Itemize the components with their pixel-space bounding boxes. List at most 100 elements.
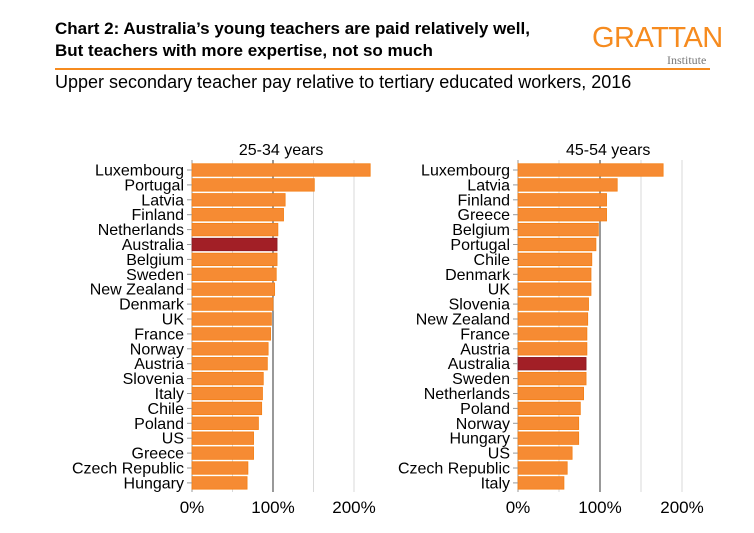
bar-finland: [517, 193, 607, 207]
bar-slovenia: [517, 297, 589, 311]
bar-us: [517, 446, 573, 460]
category-label: Norway: [456, 416, 510, 433]
bar-belgium: [517, 222, 599, 237]
bar-poland: [191, 416, 259, 430]
category-label: Poland: [460, 401, 510, 418]
bar-new-zealand: [517, 312, 589, 326]
category-label: Australia: [122, 237, 184, 254]
bar-austria: [517, 342, 588, 356]
bar-italy: [191, 386, 263, 401]
x-tick-label: 100%: [578, 498, 621, 517]
bar-austria: [191, 357, 268, 371]
x-tick-label: 100%: [251, 498, 294, 517]
category-label: Hungary: [450, 431, 510, 448]
category-label: Chile: [474, 252, 511, 269]
category-label: Sweden: [452, 371, 510, 388]
category-label: Czech Republic: [398, 461, 510, 478]
category-label: New Zealand: [90, 282, 184, 299]
x-tick-label: 200%: [660, 498, 703, 517]
grattan-logo: GRATTAN: [592, 22, 723, 54]
panel-title: 45-54 years: [566, 142, 651, 159]
category-label: New Zealand: [416, 312, 510, 329]
chart-title: Chart 2: Australia’s young teachers are …: [55, 18, 530, 62]
category-label: Denmark: [445, 267, 511, 284]
bar-finland: [191, 208, 284, 222]
grattan-logo-sub: Institute: [667, 53, 707, 67]
category-label: Belgium: [452, 222, 510, 239]
bar-new-zealand: [191, 282, 276, 296]
bar-sweden: [517, 371, 587, 386]
category-label: Australia: [448, 356, 510, 373]
x-tick-label: 0%: [506, 498, 531, 517]
category-label: France: [460, 326, 510, 343]
bar-denmark: [191, 297, 274, 311]
bar-norway: [191, 342, 269, 356]
x-tick-label: 0%: [180, 498, 205, 517]
bar-slovenia: [191, 371, 264, 386]
bar-latvia: [517, 178, 618, 192]
bar-uk: [517, 282, 592, 296]
panel-title: 25-34 years: [239, 142, 324, 159]
category-label: Italy: [481, 475, 510, 492]
category-label: Finland: [458, 192, 510, 209]
bar-netherlands: [191, 222, 279, 237]
category-label: France: [134, 326, 184, 343]
category-label: Slovenia: [449, 297, 510, 314]
bar-france: [191, 327, 271, 341]
bar-netherlands: [517, 386, 584, 401]
bar-portugal: [517, 237, 597, 252]
category-label: Latvia: [141, 192, 184, 209]
bar-italy: [517, 476, 565, 490]
category-label: Czech Republic: [72, 461, 184, 478]
bar-chile: [191, 401, 263, 416]
bar-australia: [191, 237, 278, 252]
bar-luxembourg: [191, 163, 371, 177]
bar-poland: [517, 401, 581, 416]
bar-luxembourg: [517, 163, 664, 177]
category-label: Netherlands: [424, 386, 510, 403]
category-label: Portugal: [450, 237, 510, 254]
x-tick-label: 200%: [332, 498, 375, 517]
category-label: Portugal: [124, 177, 184, 194]
category-label: Netherlands: [98, 222, 184, 239]
bar-greece: [517, 208, 607, 222]
chart-subtitle: Upper secondary teacher pay relative to …: [55, 72, 632, 92]
title-line-2: But teachers with more expertise, not so…: [55, 41, 433, 60]
bar-hungary: [517, 431, 580, 445]
category-label: UK: [162, 312, 185, 329]
bar-denmark: [517, 267, 592, 281]
category-label: Norway: [130, 341, 184, 358]
header-divider: [55, 68, 710, 70]
bar-france: [517, 327, 588, 341]
category-label: Austria: [460, 341, 510, 358]
bar-belgium: [191, 252, 278, 267]
bar-sweden: [191, 267, 277, 281]
category-label: Chile: [148, 401, 185, 418]
category-label: Latvia: [467, 177, 510, 194]
bar-latvia: [191, 193, 286, 207]
category-label: Sweden: [126, 267, 184, 284]
category-label: Belgium: [126, 252, 184, 269]
category-label: US: [488, 446, 510, 463]
category-label: Poland: [134, 416, 184, 433]
title-line-1: Chart 2: Australia’s young teachers are …: [55, 19, 530, 38]
category-label: Denmark: [119, 297, 185, 314]
category-label: Greece: [458, 207, 511, 224]
bar-czech-republic: [191, 461, 249, 475]
bar-portugal: [191, 178, 315, 192]
bar-greece: [191, 446, 254, 460]
bar-chile: [517, 252, 593, 267]
category-label: Greece: [132, 446, 185, 463]
category-label: Luxembourg: [421, 163, 510, 180]
bar-norway: [517, 416, 580, 430]
bar-uk: [191, 312, 272, 326]
category-label: Slovenia: [123, 371, 184, 388]
bar-australia: [517, 357, 587, 371]
category-label: Austria: [134, 356, 184, 373]
bar-hungary: [191, 476, 248, 490]
category-label: Italy: [155, 386, 184, 403]
bar-czech-republic: [517, 461, 568, 475]
category-label: Finland: [132, 207, 184, 224]
